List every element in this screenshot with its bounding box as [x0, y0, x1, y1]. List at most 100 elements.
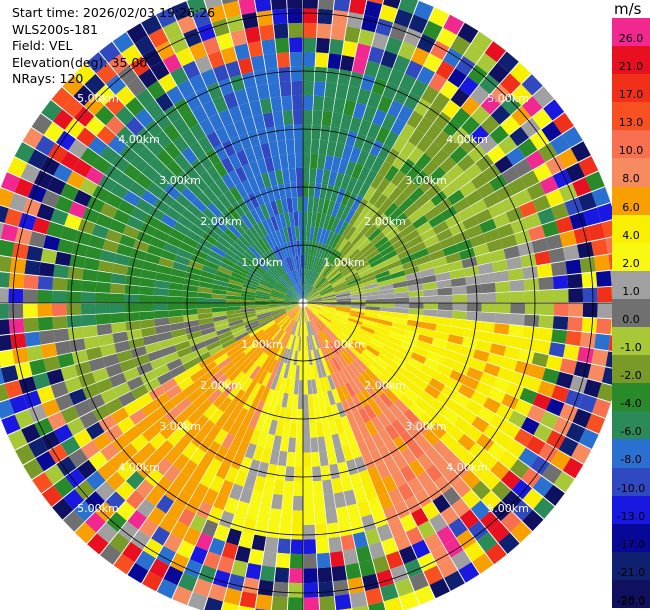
range-gate	[82, 325, 98, 338]
range-gate	[231, 241, 246, 255]
range-gate	[429, 249, 446, 261]
range-gate	[73, 429, 93, 448]
range-gate	[470, 500, 491, 521]
range-gate	[466, 303, 482, 312]
range-gate	[303, 80, 314, 96]
range-gate	[569, 375, 588, 394]
range-gate	[168, 309, 183, 318]
range-gate	[414, 489, 432, 508]
range-gate	[173, 153, 191, 171]
range-gate	[304, 307, 311, 321]
range-gate	[96, 323, 113, 336]
range-gate	[242, 426, 255, 443]
range-gate	[80, 440, 100, 460]
range-gate	[166, 358, 183, 371]
range-gate	[345, 347, 358, 361]
range-gate	[316, 552, 331, 569]
range-gate	[351, 303, 366, 307]
range-gate	[47, 176, 66, 195]
range-gate	[281, 275, 292, 289]
range-gate	[481, 303, 497, 313]
range-gate	[198, 356, 214, 369]
range-gate	[147, 408, 165, 425]
range-gate	[278, 66, 291, 83]
range-gate	[190, 465, 207, 483]
range-gate	[229, 74, 245, 92]
range-gate	[307, 303, 322, 307]
range-gate	[452, 303, 468, 312]
range-gate	[371, 232, 386, 246]
range-gate	[319, 284, 333, 294]
range-gate	[393, 191, 409, 208]
range-gate	[475, 208, 493, 224]
range-gate	[423, 565, 444, 585]
range-gate	[445, 213, 462, 228]
range-gate	[355, 43, 371, 61]
range-gate	[153, 228, 170, 243]
range-gate	[335, 203, 346, 220]
range-gate	[166, 159, 184, 177]
range-gate	[284, 300, 299, 303]
range-gate	[533, 497, 555, 519]
range-gate	[67, 266, 84, 280]
range-gate	[432, 220, 449, 235]
range-gate	[290, 271, 297, 286]
range-gate	[156, 264, 173, 275]
range-gate	[125, 275, 141, 286]
range-gate	[331, 477, 344, 494]
range-gate	[287, 320, 296, 334]
range-gate	[330, 274, 344, 285]
range-gate	[492, 333, 509, 346]
range-gate	[349, 0, 367, 15]
range-gate	[279, 81, 292, 97]
range-gate	[348, 228, 361, 243]
range-gate	[304, 284, 310, 299]
range-gate	[248, 177, 260, 193]
range-gate	[234, 88, 249, 106]
range-gate	[358, 469, 373, 487]
range-gate	[258, 283, 273, 291]
range-gate	[148, 385, 166, 401]
range-gate	[370, 156, 385, 174]
range-gate	[349, 116, 363, 133]
range-gate	[270, 200, 279, 216]
range-gate	[351, 195, 363, 211]
range-gate	[449, 145, 468, 164]
range-gate	[273, 479, 285, 496]
range-gate	[229, 322, 245, 331]
range-gate	[179, 352, 196, 365]
range-gate	[578, 192, 597, 212]
range-gate	[181, 147, 198, 165]
range-gate	[347, 280, 363, 288]
range-gate	[146, 244, 164, 257]
range-gate	[169, 364, 186, 378]
range-gate	[317, 280, 330, 291]
range-gate	[164, 483, 182, 502]
range-gate	[110, 312, 126, 324]
range-gate	[585, 413, 606, 434]
range-gate	[459, 76, 479, 96]
range-gate	[310, 320, 319, 334]
range-gate	[154, 112, 172, 131]
range-gate	[336, 506, 350, 523]
range-gate	[261, 447, 272, 464]
range-gate	[330, 217, 340, 233]
range-gate	[201, 232, 217, 246]
range-gate	[197, 192, 213, 208]
range-gate	[287, 153, 296, 169]
range-gate	[339, 240, 352, 255]
range-gate	[127, 452, 146, 471]
range-gate	[335, 337, 348, 350]
range-gate	[314, 317, 325, 331]
range-gate	[343, 327, 358, 337]
range-gate	[417, 66, 436, 86]
range-gate	[228, 319, 244, 327]
range-gate	[319, 450, 329, 467]
range-gate	[123, 190, 141, 207]
range-gate	[142, 425, 160, 442]
range-gate	[48, 443, 69, 464]
range-gate	[173, 471, 190, 490]
range-gate	[340, 475, 353, 492]
range-gate	[303, 51, 316, 67]
range-gate	[155, 324, 171, 335]
